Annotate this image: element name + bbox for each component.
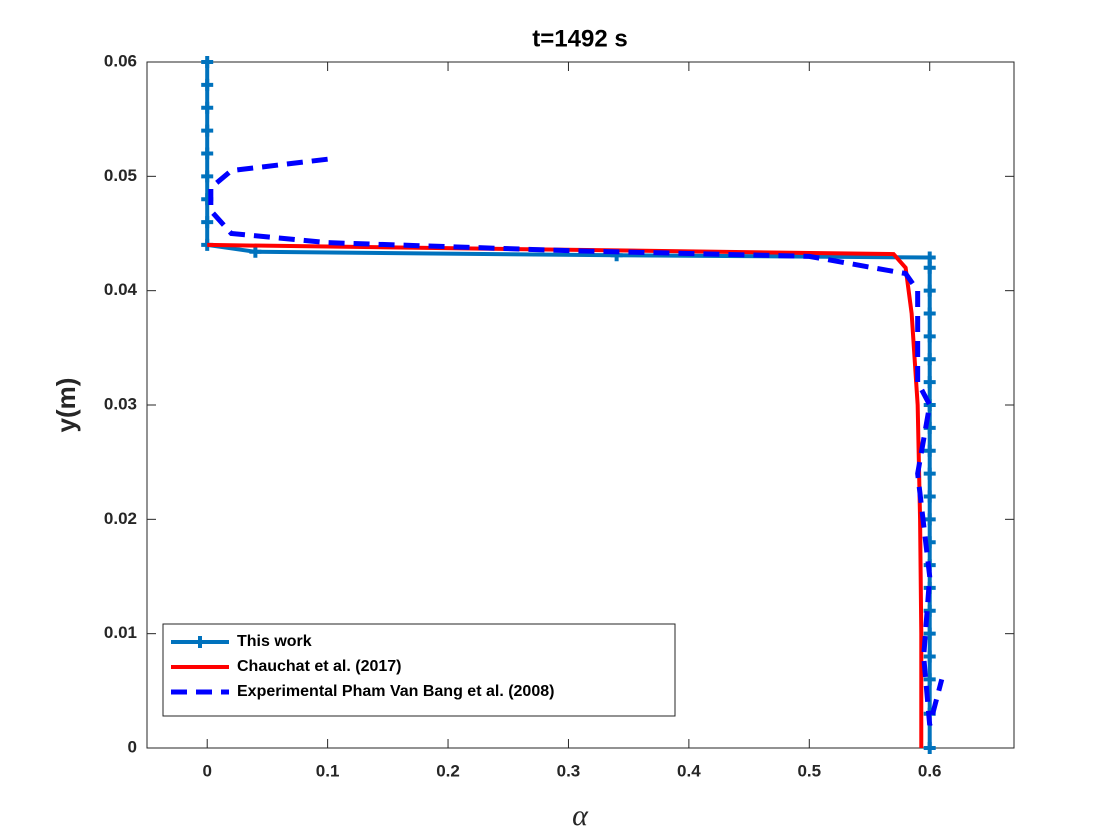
legend-box — [162, 623, 676, 717]
marker — [923, 673, 936, 686]
marker — [923, 353, 936, 366]
series-line — [208, 156, 945, 726]
marker — [201, 170, 214, 183]
marker — [201, 101, 214, 114]
legend-label: Experimental Pham Van Bang et al. (2008) — [237, 683, 554, 700]
x-tick-label: 0.6 — [918, 761, 942, 780]
y-tick-label: 0.05 — [104, 166, 137, 185]
legend-label: Chauchat et al. (2017) — [237, 658, 402, 675]
marker — [923, 307, 936, 320]
marker — [923, 513, 936, 526]
x-axis-label: α — [572, 799, 589, 832]
marker — [923, 604, 936, 617]
marker — [923, 261, 936, 274]
marker — [201, 56, 214, 68]
x-tick-label: 0.3 — [557, 761, 581, 780]
x-tick-label: 0 — [202, 761, 211, 780]
x-tick-label: 0.4 — [677, 761, 701, 780]
legend-marker — [194, 636, 206, 648]
y-tick-label: 0.01 — [104, 623, 137, 642]
marker — [201, 124, 214, 137]
marker — [923, 627, 936, 640]
marker — [923, 376, 936, 389]
y-tick-label: 0 — [128, 737, 137, 756]
marker — [249, 245, 262, 258]
marker — [923, 251, 936, 264]
marker — [923, 330, 936, 343]
marker — [923, 467, 936, 480]
marker — [923, 284, 936, 297]
marker — [201, 147, 214, 160]
x-tick-label: 0.5 — [797, 761, 821, 780]
x-tick-label: 0.2 — [436, 761, 460, 780]
y-tick-label: 0.06 — [104, 51, 137, 70]
y-tick-label: 0.02 — [104, 509, 137, 528]
marker — [201, 216, 214, 229]
x-tick-label: 0.1 — [316, 761, 340, 780]
y-tick-label: 0.03 — [104, 394, 137, 413]
chart-title: t=1492 s — [532, 25, 627, 52]
marker — [201, 78, 214, 91]
marker — [923, 650, 936, 663]
y-tick-label: 0.04 — [104, 280, 138, 299]
marker — [923, 444, 936, 457]
y-axis-label: y(m) — [51, 378, 81, 433]
series-line — [207, 242, 924, 748]
marker — [923, 742, 936, 754]
marker — [923, 490, 936, 503]
legend-label: This work — [237, 633, 312, 650]
